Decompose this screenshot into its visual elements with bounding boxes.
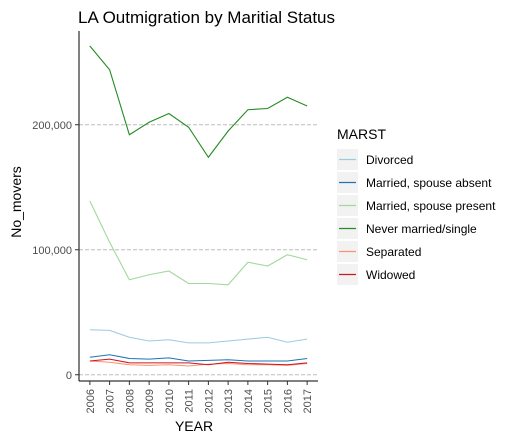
- series-line: [89, 354, 308, 362]
- series-line: [89, 45, 308, 159]
- legend-label: Divorced: [366, 153, 413, 167]
- x-tick-label: 2012: [203, 389, 215, 413]
- x-tick-label: 2014: [243, 389, 255, 413]
- series-line: [89, 360, 308, 367]
- legend-label: Married, spouse present: [366, 199, 496, 213]
- legend-item: Married, spouse absent: [337, 172, 492, 193]
- legend-item: Separated: [337, 241, 421, 262]
- y-axis-ticks: 0 100,000 200,000: [32, 120, 79, 382]
- y-tick-label: 0: [66, 370, 72, 382]
- legend-label: Separated: [366, 245, 421, 259]
- legend-item: Widowed: [337, 264, 415, 285]
- legend-label: Married, spouse absent: [366, 176, 492, 190]
- x-tick-label: 2006: [85, 389, 97, 413]
- legend-item: Divorced: [337, 149, 413, 170]
- x-axis-title: YEAR: [175, 418, 213, 434]
- series-line: [89, 358, 308, 366]
- series-lines: [89, 45, 308, 367]
- x-tick-label: 2009: [144, 389, 156, 413]
- series-line: [89, 200, 308, 286]
- x-tick-label: 2016: [282, 389, 294, 413]
- chart-title: LA Outmigration by Maritial Status: [78, 8, 335, 27]
- x-axis-ticks: 2006 2007 2008 2009 2010 2011 2012 2013 2014 2015…: [85, 381, 314, 413]
- x-tick-label: 2015: [263, 389, 275, 413]
- grid: [79, 124, 318, 376]
- legend-item: Never married/single: [337, 218, 477, 239]
- x-tick-label: 2013: [223, 389, 235, 413]
- legend-label: Never married/single: [366, 222, 477, 236]
- x-tick-label: 2008: [124, 389, 136, 413]
- x-tick-label: 2011: [184, 389, 196, 413]
- legend-label: Widowed: [366, 268, 415, 282]
- legend-items: Divorced Married, spouse absent Married, s…: [337, 149, 496, 285]
- x-tick-label: 2007: [105, 389, 117, 413]
- axes: [78, 31, 318, 382]
- series-line: [89, 329, 308, 344]
- legend-item: Married, spouse present: [337, 195, 496, 216]
- x-tick-label: 2017: [302, 389, 314, 413]
- legend: MARST Divorced Married, spouse absent Marr…: [337, 126, 496, 285]
- x-tick-label: 2010: [164, 389, 176, 413]
- legend-title: MARST: [337, 126, 386, 142]
- y-tick-label: 100,000: [32, 245, 72, 257]
- y-axis-title: No_movers: [8, 166, 24, 238]
- y-tick-label: 200,000: [32, 120, 72, 132]
